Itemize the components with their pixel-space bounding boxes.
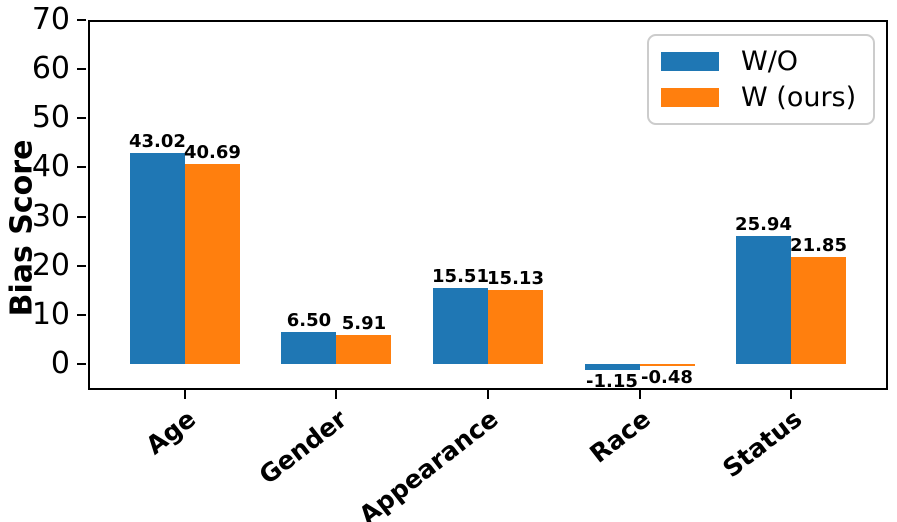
legend-swatch-icon <box>661 52 719 72</box>
y-tick-label: 20 <box>31 247 70 283</box>
bar-value-label: 5.91 <box>341 312 387 334</box>
bar-value-label: -0.48 <box>641 367 693 389</box>
x-tick-label-status: Status <box>716 404 807 484</box>
bar-value-label: 40.69 <box>184 142 241 164</box>
legend-item-w-ours: W (ours) <box>661 84 861 111</box>
y-tick-mark <box>77 68 86 71</box>
y-tick-label: 70 <box>31 2 70 37</box>
bar-w-ours-race <box>639 363 695 367</box>
x-tick-label-appearance: Appearance <box>353 404 504 522</box>
legend-label: W (ours) <box>741 81 857 113</box>
bar-value-label: 15.13 <box>487 267 544 289</box>
y-tick-mark <box>77 19 86 21</box>
bar-w-ours-age <box>184 164 240 364</box>
bar-value-label: 43.02 <box>129 130 186 152</box>
x-tick-label-age: Age <box>140 404 201 461</box>
bar-w-ours-appearance <box>488 289 543 364</box>
bar-w-ours-gender <box>336 334 392 364</box>
x-tick-mark <box>183 390 186 399</box>
y-tick-label: 60 <box>31 51 70 87</box>
y-tick-label: 40 <box>31 149 70 185</box>
bar-value-label: 21.85 <box>790 234 847 256</box>
bar-wo-status <box>736 236 792 364</box>
bar-wo-gender <box>281 332 337 364</box>
bar-wo-age <box>129 152 185 364</box>
y-tick-mark <box>77 166 86 169</box>
bar-value-label: 15.51 <box>432 265 489 287</box>
y-tick-mark <box>77 362 86 365</box>
y-tick-label: 10 <box>31 296 70 332</box>
x-tick-label-race: Race <box>584 404 656 469</box>
x-tick-mark <box>790 390 793 399</box>
bar-wo-appearance <box>433 287 488 364</box>
y-tick-mark <box>77 215 86 218</box>
legend-label: W/O <box>741 46 799 78</box>
bar-value-label: -1.15 <box>586 370 638 392</box>
y-tick-mark <box>77 117 86 120</box>
legend-swatch-icon <box>661 87 719 107</box>
y-tick-mark <box>77 264 86 267</box>
y-tick-mark <box>77 313 86 316</box>
bar-wo-race <box>584 363 640 370</box>
y-tick-label: 30 <box>31 198 70 234</box>
bar-value-label: 6.50 <box>286 310 332 332</box>
y-tick-label: 50 <box>31 100 70 136</box>
x-tick-mark <box>335 390 338 399</box>
legend-item-wo: W/O <box>661 48 861 75</box>
x-tick-mark <box>638 390 641 399</box>
x-tick-mark <box>487 390 489 399</box>
bar-w-ours-status <box>791 256 847 364</box>
bar-value-label: 25.94 <box>735 214 792 236</box>
x-tick-label-gender: Gender <box>253 404 353 490</box>
y-tick-label: 0 <box>50 345 70 381</box>
legend: W/O W (ours) <box>647 34 875 125</box>
